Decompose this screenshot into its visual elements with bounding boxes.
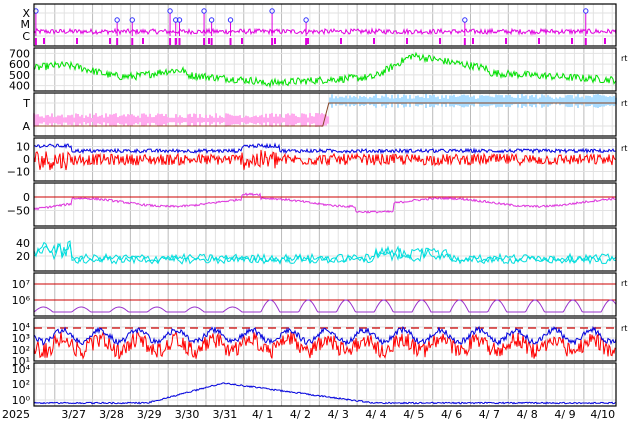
y-tick-dst-1: −50 (7, 205, 30, 218)
imf-bz-line (33, 149, 617, 171)
x-tick-label-9: 4/ 5 (403, 408, 424, 421)
y-tick-sector-1: A (22, 120, 30, 133)
panel-frame-wind-speed (33, 47, 617, 92)
y-tick-proton-2: 10² (12, 344, 30, 357)
panel-frame-imf (33, 137, 617, 182)
panel-frame-sector (33, 92, 617, 137)
flare-flux-line (33, 27, 617, 36)
flare-marker-10 (303, 17, 309, 23)
proton-flux-blue-line (33, 325, 617, 347)
y-tick-xray-long-2: 10⁰ (12, 394, 31, 407)
electron-flux-line (33, 299, 617, 313)
y-tick-flare-2: C (22, 30, 30, 43)
y-tick-ae-1: 20 (16, 250, 30, 263)
x-tick-label-6: 4/ 2 (290, 408, 311, 421)
y-tick-wind-speed-3: 400 (9, 80, 30, 93)
x-tick-label-1: 3/28 (99, 408, 124, 421)
panel-frame-ae (33, 227, 617, 272)
flare-marker-9 (269, 8, 275, 14)
panel-frame-electron (33, 272, 617, 317)
y-tick-xray-long-0: 10⁴ (12, 363, 31, 376)
flare-marker-4 (173, 17, 179, 23)
y-tick-proton-0: 10⁴ (12, 321, 31, 334)
right-tag-imf: rt (621, 144, 627, 153)
x-tick-label-5: 4/ 1 (252, 408, 273, 421)
data-series (33, 8, 617, 405)
panel-frame-dst (33, 182, 617, 227)
y-tick-imf-2: −10 (7, 166, 30, 179)
x-tick-label-11: 4/ 7 (479, 408, 500, 421)
flare-marker-3 (167, 8, 173, 14)
right-tag-proton: rt (621, 324, 627, 333)
panel-frame-xray-long (33, 362, 617, 407)
y-tick-proton-3: 10¹ (12, 355, 30, 368)
y-tick-electron-0: 10⁷ (12, 278, 30, 291)
year-label: 2025 (2, 408, 30, 421)
x-tick-label-7: 4/ 3 (328, 408, 349, 421)
y-tick-electron-1: 10⁶ (12, 294, 31, 307)
y-tick-wind-speed-0: 700 (9, 47, 30, 60)
xray-long-line (33, 382, 617, 405)
x-tick-label-0: 3/27 (61, 408, 86, 421)
panel-frame-proton (33, 317, 617, 362)
flare-marker-7 (208, 17, 215, 23)
axis-labels: 3/27 3/28 3/29 3/30 3/31 4/ 1 4/ 2 4/ 3 4/ 4 4/ 5… (7, 7, 628, 421)
flare-marker-8 (227, 17, 234, 23)
y-tick-wind-speed-1: 600 (9, 58, 30, 71)
y-tick-imf-0: 10 (16, 141, 30, 154)
y-tick-wind-speed-2: 500 (9, 69, 30, 82)
dst-index-line (33, 192, 617, 214)
y-tick-flare-0: X (22, 7, 30, 20)
panel-frames (33, 3, 617, 407)
x-tick-label-3: 3/30 (175, 408, 200, 421)
x-tick-label-2: 3/29 (137, 408, 162, 421)
panel-frame-flare (33, 3, 617, 47)
x-tick-label-8: 4/ 4 (365, 408, 386, 421)
flare-marker-2 (129, 17, 135, 23)
y-tick-flare-1: M (21, 18, 31, 31)
x-tick-label-4: 3/31 (212, 408, 237, 421)
y-tick-dst-0: 0 (23, 191, 30, 204)
flare-marker-5 (176, 17, 183, 23)
wind-speed-line (33, 51, 617, 89)
y-tick-imf-1: 0 (23, 153, 30, 166)
right-tag-electron: rt (621, 279, 627, 288)
y-tick-sector-0: T (22, 97, 30, 110)
sector-polarity-line (34, 102, 616, 127)
x-tick-label-13: 4/ 9 (554, 408, 575, 421)
flare-marker-12 (583, 8, 589, 14)
flare-marker-6 (201, 8, 207, 14)
y-tick-proton-1: 10³ (12, 332, 30, 345)
y-tick-xray-long-1: 10² (12, 378, 30, 391)
ae-index-line-1 (33, 240, 617, 264)
proton-flux-red-line (33, 331, 617, 360)
imf-bt-line (33, 142, 617, 155)
right-tag-sector: rt (621, 99, 627, 108)
y-tick-ae-0: 40 (16, 237, 30, 250)
x-tick-label-14: 4/10 (590, 408, 615, 421)
flare-marker-1 (114, 17, 120, 23)
flare-marker-11 (462, 17, 468, 23)
x-tick-label-12: 4/ 8 (517, 408, 538, 421)
right-tag-wind-speed: rt (621, 54, 627, 63)
x-tick-label-10: 4/ 6 (441, 408, 462, 421)
